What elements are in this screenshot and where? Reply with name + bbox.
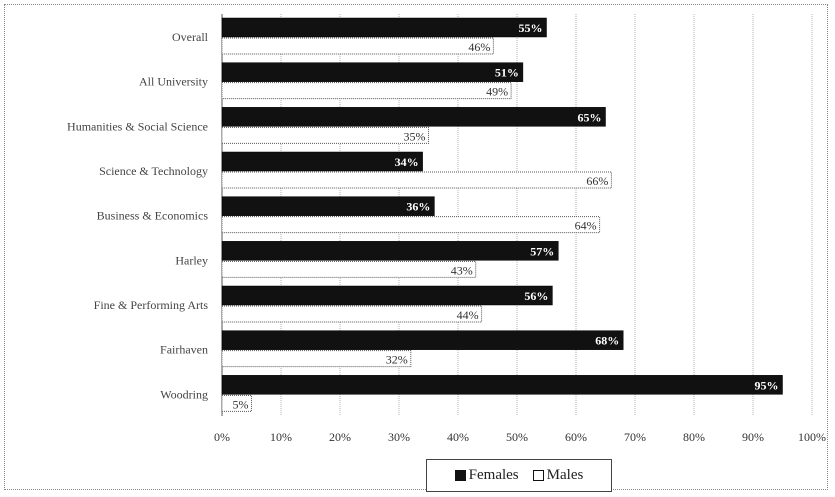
x-tick-label: 70% [624,430,646,444]
data-label-females: 34% [395,155,419,169]
bar-females [221,17,547,38]
bar-males [221,305,483,323]
data-label-males: 46% [468,40,490,54]
data-label-females: 36% [406,200,430,214]
bar-males [221,82,512,100]
labels: 0% 10% 20% 30% 40% 50% 60% 70% 80% 90% 100% Overall… [67,21,826,444]
legend-item-females: Females [454,467,519,484]
data-label-females: 55% [519,21,543,35]
bar-males [221,171,612,189]
category-label: Business & Economics [97,209,209,223]
data-label-females: 65% [578,110,602,124]
bar-males [221,394,252,412]
data-label-females: 57% [530,244,554,258]
bar-males [221,126,429,144]
legend-swatch-males [532,470,544,481]
x-tick-label: 30% [388,430,410,444]
x-tick-label: 60% [565,430,587,444]
bars [221,17,783,412]
data-label-males: 43% [451,263,473,277]
chart-frame [4,4,828,490]
data-label-females: 95% [755,378,779,392]
data-label-males: 5% [233,397,249,411]
x-tick-label: 100% [798,430,826,444]
category-label: Humanities & Social Science [67,119,208,133]
data-label-males: 32% [386,353,408,367]
bar-females [221,62,524,82]
bar-males [221,350,412,368]
bar-females [221,107,606,127]
category-label: Overall [172,30,209,44]
x-tick-label: 10% [270,430,292,444]
data-label-females: 68% [595,334,619,348]
bar-males [221,37,494,55]
data-label-males: 44% [457,308,479,322]
x-tick-label: 90% [742,430,764,444]
category-label: Fine & Performing Arts [94,298,209,312]
data-label-females: 56% [524,289,548,303]
legend: Females Males [426,459,612,492]
x-tick-label: 80% [683,430,705,444]
x-tick-label: 20% [329,430,351,444]
category-label: Fairhaven [160,343,208,357]
bar-females [221,196,435,216]
category-label: All University [139,75,208,89]
category-label: Woodring [160,387,208,401]
bar-females [221,330,624,350]
bar-males [221,260,477,278]
category-label: Science & Technology [99,164,208,178]
data-label-males: 35% [404,129,426,143]
bar-females [221,285,553,306]
legend-label-males: Males [546,467,584,483]
bar-males [221,216,601,234]
x-tick-label: 50% [506,430,528,444]
data-label-males: 49% [486,85,508,99]
data-label-females: 51% [495,66,519,80]
data-label-males: 64% [575,219,597,233]
x-tick-label: 0% [214,430,230,444]
bar-females [221,375,783,395]
category-label: Harley [175,253,208,267]
data-label-males: 66% [586,174,608,188]
x-tick-label: 40% [447,430,469,444]
legend-item-males: Males [532,467,584,484]
bar-females [221,241,559,261]
bar-females [221,151,423,172]
legend-label-females: Females [468,467,519,483]
legend-swatch-females [454,470,466,481]
